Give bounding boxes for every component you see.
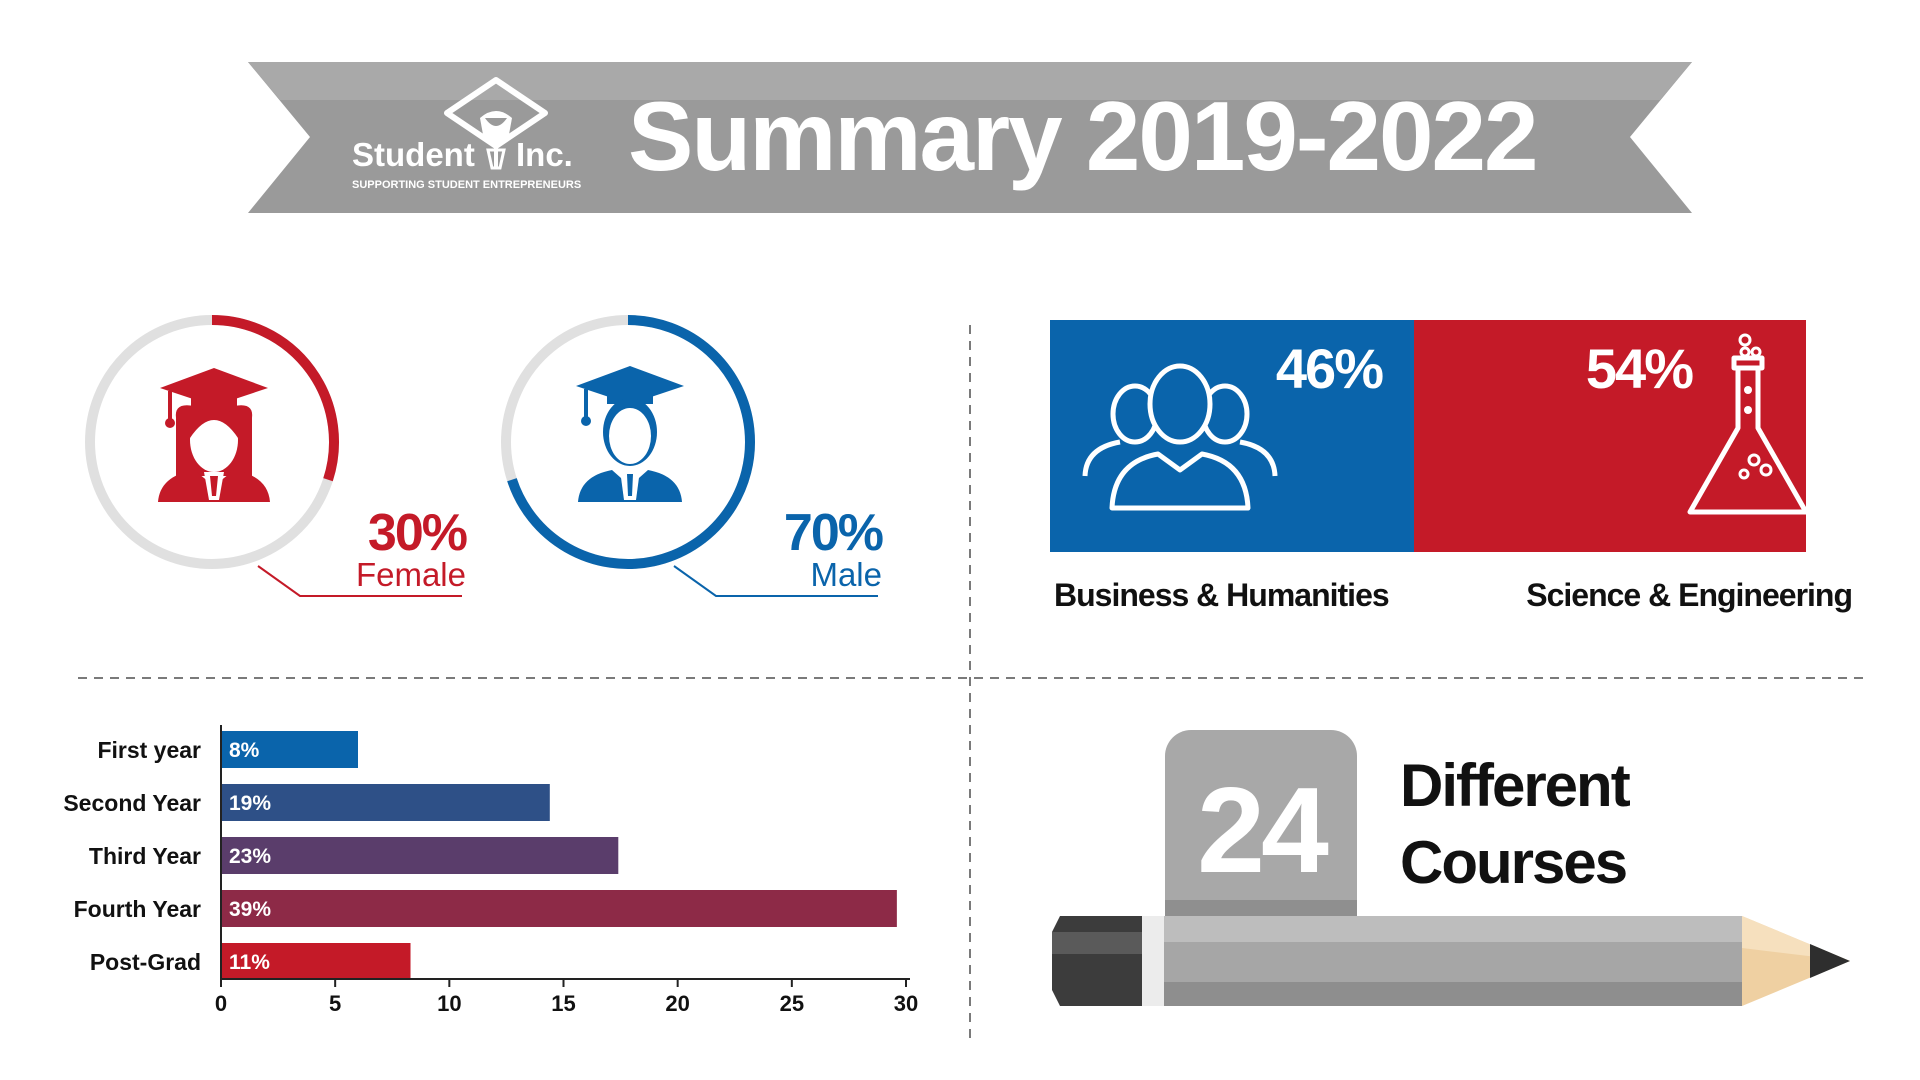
business-label: Business & Humanities [1054,577,1389,613]
x-tick-label: 20 [665,991,689,1016]
logo-tagline: SUPPORTING STUDENT ENTREPRENEURS [352,179,581,191]
faculty-split-chart: 46% 54% Business & Humanities Science & … [1050,320,1853,613]
courses-count-box [1165,730,1357,930]
male-percent: 70% [784,504,883,562]
category-label: Second Year [63,790,201,816]
male-ring-arc [507,315,755,569]
x-tick-label: 10 [437,991,461,1016]
bar-first-year [221,731,358,768]
category-label: Post-Grad [90,949,201,975]
x-tick-label: 30 [894,991,918,1016]
courses-line2: Courses [1400,829,1626,896]
gender-donut-chart: 30% Female 70% Male [85,315,885,597]
logo-suffix: Inc. [516,136,573,173]
male-graduate-icon [576,366,684,502]
people-group-icon [1082,363,1278,511]
category-label: First year [97,737,201,763]
bar-data-label: 19% [229,792,271,815]
female-percent: 30% [368,504,467,562]
logo-mortarboard-icon [444,77,548,170]
female-graduate-icon [158,368,270,502]
x-tick-label: 15 [551,991,575,1016]
logo-name: Student [352,136,475,173]
bar-data-label: 8% [229,739,260,762]
flask-icon [1687,333,1809,515]
male-label: Male [810,556,882,593]
x-tick-label: 5 [329,991,341,1016]
business-percent: 46% [1276,337,1383,400]
bar-post-grad [221,943,411,980]
science-percent: 54% [1586,337,1693,400]
year-bar-chart: 8% First year 19% Second Year 23% Third Year 3… [63,725,918,1016]
courses-count: 24 [1197,762,1329,898]
bar-data-label: 39% [229,898,271,921]
bar-second-year [221,784,550,821]
bar-data-label: 23% [229,845,271,868]
bar-third-year [221,837,619,874]
male-callout-line [673,565,878,597]
x-tick-label: 0 [215,991,227,1016]
bar-data-label: 11% [229,951,270,974]
page-title: Summary 2019-2022 [628,81,1537,191]
header-banner: Student Inc. SUPPORTING STUDENT ENTREPRE… [248,62,1692,213]
courses-panel: 24 Different Courses [1052,730,1850,1006]
science-label: Science & Engineering [1526,577,1852,613]
category-label: Fourth Year [74,896,201,922]
female-label: Female [356,556,466,593]
bar-fourth-year [221,890,897,927]
category-label: Third Year [89,843,201,869]
female-callout-line [257,565,462,597]
x-tick-label: 25 [780,991,804,1016]
pencil-icon [1052,916,1850,1006]
female-ring-arc [211,315,339,482]
courses-line1: Different [1400,752,1631,819]
business-bar [1050,320,1414,552]
